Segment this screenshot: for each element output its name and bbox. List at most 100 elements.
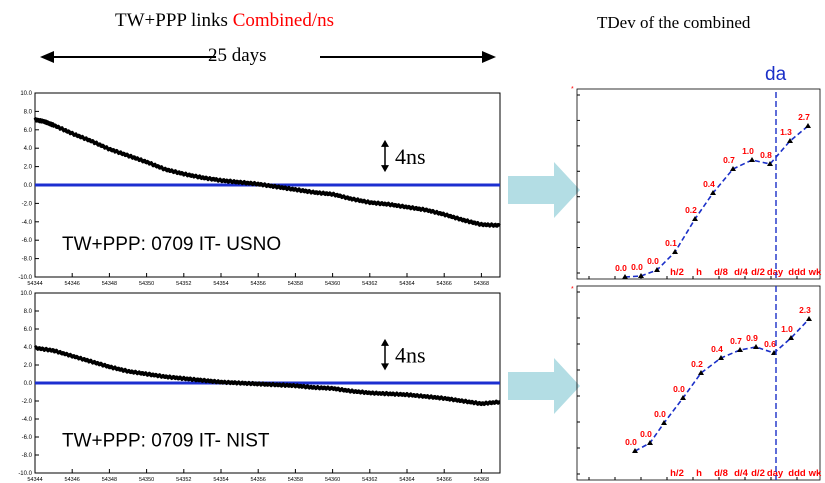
y-tick-label: -6.0: [22, 238, 33, 244]
tdev-point: [672, 249, 678, 254]
x-tick-label: 54352: [176, 281, 191, 287]
x-tick-label: 54366: [437, 281, 452, 287]
y-tick-label: 8.0: [24, 109, 33, 115]
arrow-right-icon: [508, 358, 580, 414]
tau-axis-label: day: [767, 468, 784, 479]
tau-axis-label: d/2: [751, 267, 765, 278]
x-tick-label: 54362: [362, 281, 377, 287]
scale-arrow-down: [381, 363, 389, 371]
tau-axis-label: h/2: [670, 468, 684, 479]
x-tick-label: 54350: [139, 281, 154, 287]
tdev-point-label: 0.6: [764, 339, 776, 349]
x-tick-label: 54356: [251, 281, 266, 287]
tdev-point-label: 1.0: [742, 146, 754, 156]
corner-mark: *: [571, 86, 574, 93]
y-tick-label: 2.0: [24, 165, 33, 171]
x-tick-label: 54352: [176, 477, 191, 483]
tdev-point-label: 2.3: [799, 305, 811, 315]
x-tick-label: 54366: [437, 477, 452, 483]
tdev-point: [753, 344, 759, 349]
tau-axis-label: wk: [808, 468, 822, 479]
y-tick-label: 0.0: [24, 381, 33, 387]
y-tick-label: -6.0: [22, 435, 33, 441]
tdev-curve: [634, 318, 810, 452]
y-tick-label: 4.0: [24, 345, 33, 351]
x-tick-label: 54368: [474, 477, 489, 483]
scale-arrow-down: [381, 165, 389, 173]
y-tick-label: 10.0: [20, 91, 32, 97]
tdev-point-label: 0.0: [647, 256, 659, 266]
tdev-point-label: 1.3: [780, 127, 792, 137]
tau-axis-label: ddd: [788, 468, 806, 479]
x-tick-label: 54346: [65, 477, 80, 483]
arrow-right-icon: [508, 162, 580, 218]
tau-axis-label: d/4: [734, 267, 748, 278]
x-tick-label: 54360: [325, 477, 340, 483]
tdev-point-label: 0.2: [685, 205, 697, 215]
tdev-point-label: 0.8: [760, 150, 772, 160]
x-tick-label: 54356: [251, 477, 266, 483]
x-tick-label: 54362: [362, 477, 377, 483]
scale-arrow-up: [381, 139, 389, 147]
tdev-curve: [624, 125, 809, 278]
tdev-point: [632, 448, 638, 453]
tau-axis-label: d/2: [751, 468, 765, 479]
tau-axis-label: h/2: [670, 267, 684, 278]
y-tick-label: 2.0: [24, 363, 33, 369]
x-tick-label: 54360: [325, 281, 340, 287]
y-tick-label: 8.0: [24, 309, 33, 315]
chart-it-nist: 10.0 8.0 6.0 4.0 2.0 0.0 -2.0 -4.0 -6.0 -8.0 -10.0…: [18, 291, 501, 483]
scale-arrow-up: [381, 338, 389, 346]
tdev-point: [680, 395, 686, 400]
y-tick-label: 4.0: [24, 146, 33, 152]
tdev-point: [737, 347, 743, 352]
day-marker-label: da: [765, 64, 787, 85]
tdev-point-label: 0.7: [730, 336, 742, 346]
link-annotation: TW+PPP: 0709 IT- NIST: [62, 431, 270, 452]
tau-axis-label: ddd: [788, 267, 806, 278]
x-tick-label: 54354: [213, 281, 228, 287]
y-tick-label: -10.0: [18, 471, 32, 477]
tdev-point-label: 0.2: [691, 359, 703, 369]
x-tick-label: 54358: [288, 281, 303, 287]
tdev-point-label: 2.7: [798, 112, 810, 122]
tdev-point-label: 0.4: [703, 179, 715, 189]
y-tick-label: -2.0: [22, 201, 33, 207]
span-label: 25 days: [208, 45, 267, 66]
tau-axis-label: h: [696, 468, 702, 479]
x-tick-label: 54348: [102, 477, 117, 483]
tdev-point: [622, 274, 628, 279]
tdev-point-label: 0.1: [665, 238, 677, 248]
y-tick-label: -2.0: [22, 399, 33, 405]
plot-frame: [576, 285, 821, 481]
x-tick-label: 54348: [102, 281, 117, 287]
tdev-point-label: 0.7: [723, 155, 735, 165]
chart-it-usno: 10.0 8.0 6.0 4.0 2.0 0.0 -2.0 -4.0 -6.0 -8.0 -10.0…: [18, 91, 501, 287]
tdev-point-label: 0.0: [625, 437, 637, 447]
tdev-point: [730, 166, 736, 171]
left-title: TW+PPP links Combined/ns: [115, 10, 334, 32]
tdev-point-label: 0.0: [654, 409, 666, 419]
tau-axis-label: d/8: [714, 468, 728, 479]
tdev-point: [749, 157, 755, 162]
y-tick-label: -4.0: [22, 220, 33, 226]
tdev-point: [647, 440, 653, 445]
left-title-accent: Combined/ns: [232, 10, 335, 31]
tdev-chart-nist: 0.00.00.00.00.20.40.7 0.90.61.02.3h/2 h d/8…: [571, 285, 822, 481]
y-tick-label: 10.0: [20, 291, 32, 297]
y-tick-label: -10.0: [18, 275, 32, 281]
data-series-line: [33, 117, 501, 228]
x-tick-label: 54346: [65, 281, 80, 287]
y-tick-label: -8.0: [22, 257, 33, 263]
tdev-point: [787, 138, 793, 143]
x-tick-label: 54364: [399, 477, 414, 483]
tdev-point: [805, 123, 811, 128]
tdev-point: [718, 355, 724, 360]
tdev-point: [788, 335, 794, 340]
tdev-point: [661, 420, 667, 425]
y-tick-label: 6.0: [24, 327, 33, 333]
x-tick-label: 54354: [213, 477, 228, 483]
tdev-point: [638, 273, 644, 278]
tdev-point-label: 0.0: [673, 384, 685, 394]
tdev-point: [806, 316, 812, 321]
